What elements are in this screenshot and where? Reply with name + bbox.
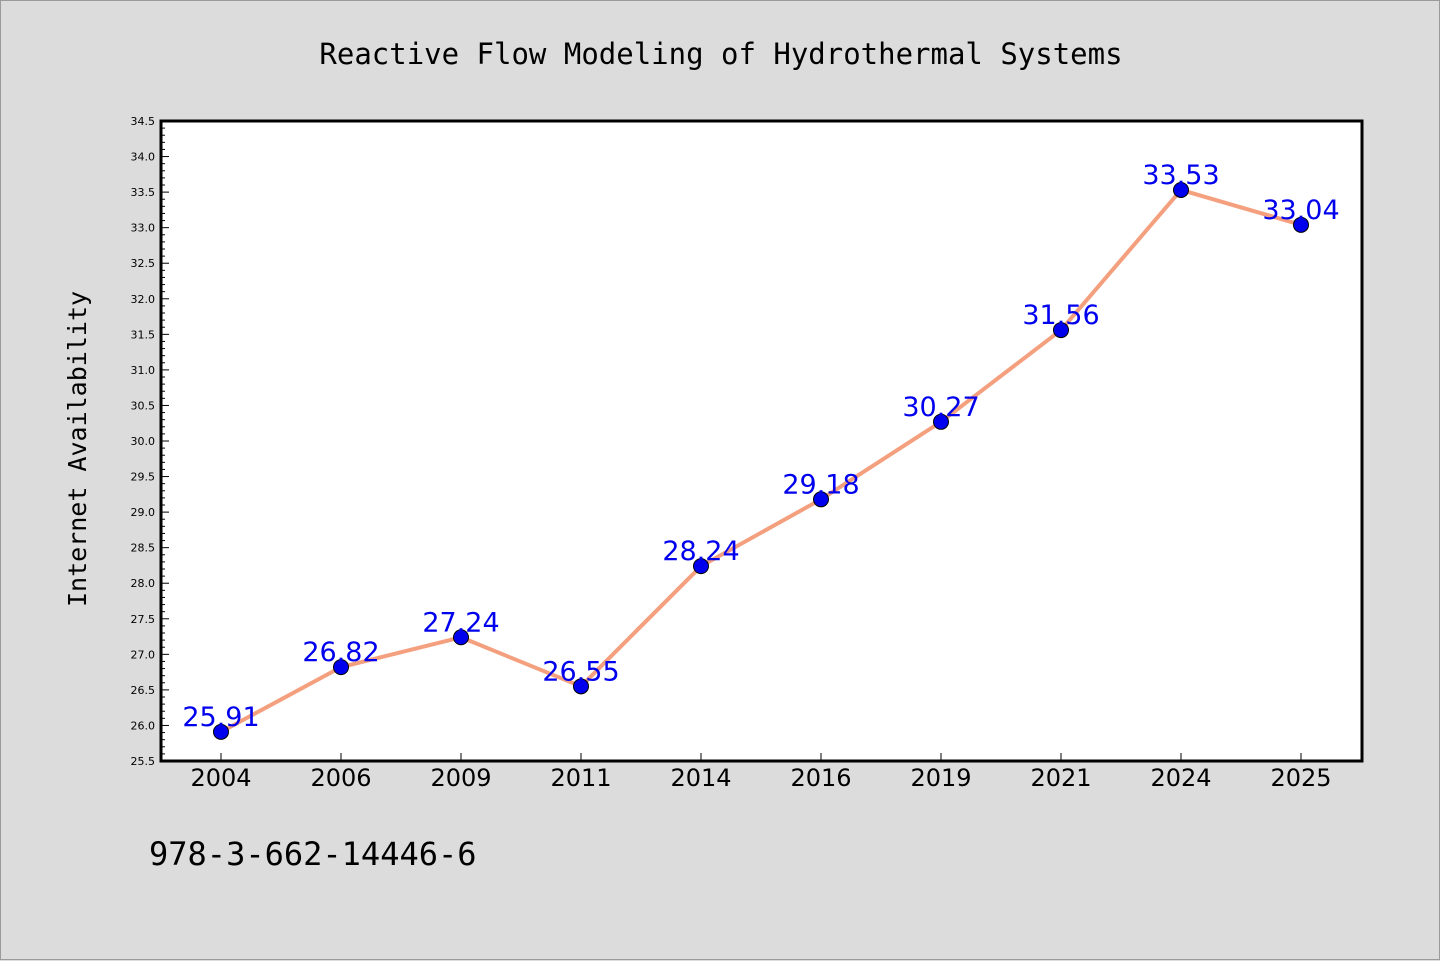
y-tick-label: 31.5 bbox=[131, 328, 156, 341]
series-markers bbox=[213, 181, 1309, 740]
y-tick-label: 34.5 bbox=[131, 115, 156, 128]
data-point bbox=[1293, 216, 1309, 233]
series-line bbox=[220, 187, 1302, 734]
data-label: 25.91 bbox=[182, 702, 259, 733]
data-label: 31.56 bbox=[1022, 300, 1099, 331]
data-label: 27.24 bbox=[422, 607, 499, 638]
y-tick-label: 34.0 bbox=[131, 151, 156, 164]
x-tick-label: 2011 bbox=[550, 764, 611, 792]
data-label: 26.55 bbox=[542, 656, 619, 687]
data-label: 28.24 bbox=[662, 536, 739, 567]
x-axis-ticks: 2004 2006 2009 2011 2014 2016 2019 2021 2024 2025 bbox=[190, 753, 1332, 792]
y-tick-label: 33.0 bbox=[131, 222, 156, 235]
data-point bbox=[933, 413, 949, 430]
data-point bbox=[1173, 181, 1189, 198]
chart-title: Reactive Flow Modeling of Hydrothermal S… bbox=[319, 37, 1122, 71]
y-tick-label: 27.0 bbox=[131, 648, 156, 661]
x-tick-label: 2009 bbox=[430, 764, 491, 792]
y-tick-label: 30.5 bbox=[131, 399, 156, 412]
data-point bbox=[813, 491, 829, 508]
data-point bbox=[1053, 322, 1069, 339]
data-label: 29.18 bbox=[782, 469, 859, 500]
x-tick-label: 2016 bbox=[790, 764, 851, 792]
y-tick-label: 29.0 bbox=[131, 506, 156, 519]
plot-area bbox=[159, 119, 1364, 763]
x-tick-label: 2025 bbox=[1270, 764, 1331, 792]
y-axis-label: Internet Availability bbox=[63, 291, 92, 607]
data-point bbox=[573, 678, 589, 695]
data-labels: 25.91 26.82 27.24 26.55 28.24 29.18 30.27 31.56… bbox=[182, 160, 1339, 733]
y-tick-label: 30.0 bbox=[131, 435, 156, 448]
data-point bbox=[213, 723, 229, 740]
x-tick-label: 2019 bbox=[910, 764, 971, 792]
y-tick-label: 32.5 bbox=[131, 257, 156, 270]
y-tick-label: 27.5 bbox=[131, 613, 156, 626]
data-point bbox=[453, 629, 469, 646]
y-tick-label: 26.0 bbox=[131, 719, 156, 732]
y-tick-label: 32.0 bbox=[131, 293, 156, 306]
y-tick-label: 28.0 bbox=[131, 577, 156, 590]
x-tick-label: 2024 bbox=[1150, 764, 1211, 792]
y-tick-label: 33.5 bbox=[131, 186, 156, 199]
data-label: 33.53 bbox=[1142, 160, 1219, 191]
x-tick-label: 2021 bbox=[1030, 764, 1091, 792]
y-tick-label: 26.5 bbox=[131, 684, 156, 697]
data-point bbox=[693, 558, 709, 575]
isbn-code: 978-3-662-14446-6 bbox=[149, 835, 477, 873]
data-point bbox=[333, 659, 349, 676]
data-label: 30.27 bbox=[902, 392, 979, 423]
x-tick-label: 2004 bbox=[190, 764, 251, 792]
y-axis-ticks: 25.5 26.0 26.5 27.0 27.5 28.0 28.5 29.0 29.5 30.0… bbox=[131, 115, 169, 768]
y-tick-label: 25.5 bbox=[131, 755, 156, 768]
data-label: 26.82 bbox=[302, 637, 379, 668]
data-label: 33.04 bbox=[1262, 195, 1339, 226]
y-tick-label: 28.5 bbox=[131, 542, 156, 555]
x-tick-label: 2006 bbox=[310, 764, 371, 792]
y-tick-label: 29.5 bbox=[131, 471, 156, 484]
y-tick-label: 31.0 bbox=[131, 364, 156, 377]
x-tick-label: 2014 bbox=[670, 764, 731, 792]
